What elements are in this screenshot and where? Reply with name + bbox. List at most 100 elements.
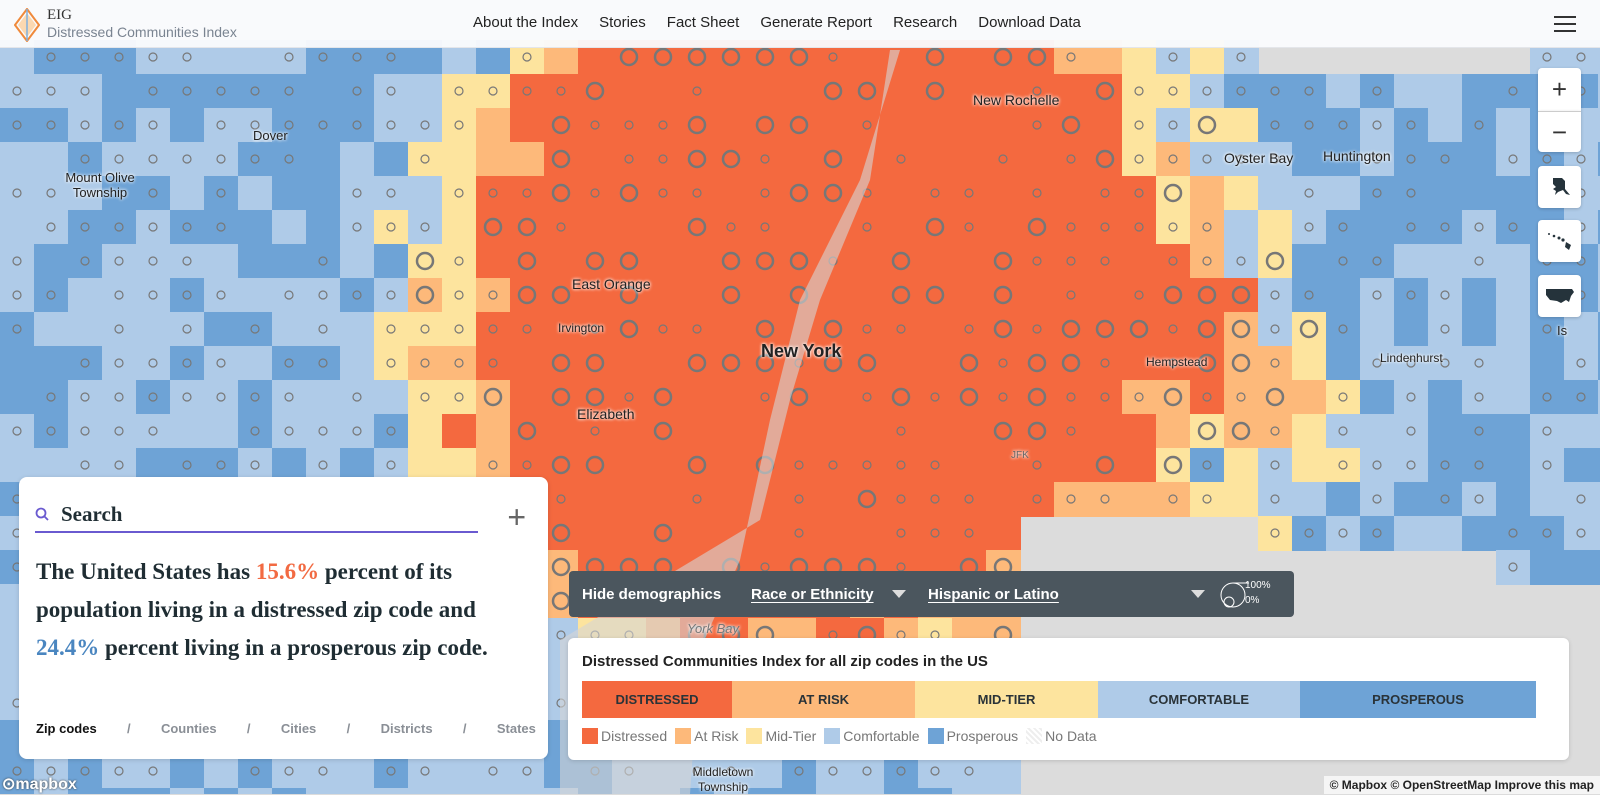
zip-region[interactable] [1054, 244, 1089, 279]
zip-region[interactable] [612, 142, 647, 177]
zip-region[interactable] [238, 380, 273, 415]
zip-region[interactable] [578, 346, 613, 381]
zip-region[interactable] [306, 414, 341, 449]
zip-region[interactable] [1088, 482, 1123, 517]
zip-region[interactable] [1054, 312, 1089, 347]
zip-region[interactable] [1428, 380, 1463, 415]
zoom-out-button[interactable]: − [1538, 111, 1581, 152]
zip-region[interactable] [986, 516, 1021, 551]
zip-region[interactable] [714, 74, 749, 109]
zip-region[interactable] [1224, 346, 1259, 381]
zip-region[interactable] [1292, 74, 1327, 109]
tab-counties[interactable]: Counties [160, 721, 217, 736]
zip-region[interactable] [680, 278, 715, 313]
zip-region[interactable] [544, 414, 579, 449]
zip-region[interactable] [1156, 278, 1191, 313]
zip-region[interactable] [1258, 448, 1293, 483]
zip-region[interactable] [1598, 346, 1600, 381]
zip-region[interactable] [306, 312, 341, 347]
zip-region[interactable] [850, 278, 885, 313]
zip-region[interactable] [612, 278, 647, 313]
zip-region[interactable] [612, 482, 647, 517]
nav-research[interactable]: Research [893, 14, 958, 31]
zip-region[interactable] [918, 176, 953, 211]
zip-region[interactable] [340, 380, 375, 415]
zip-region[interactable] [1394, 74, 1429, 109]
zip-region[interactable] [1190, 108, 1225, 143]
zip-region[interactable] [408, 142, 443, 177]
zip-region[interactable] [1258, 244, 1293, 279]
zip-region[interactable] [68, 414, 103, 449]
zip-region[interactable] [1530, 516, 1565, 551]
zip-region[interactable] [136, 142, 171, 177]
zip-region[interactable] [884, 312, 919, 347]
zip-region[interactable] [1326, 278, 1361, 313]
zip-region[interactable] [136, 414, 171, 449]
zip-region[interactable] [170, 74, 205, 109]
zip-region[interactable] [272, 278, 307, 313]
zip-region[interactable] [442, 74, 477, 109]
zip-region[interactable] [1360, 278, 1395, 313]
zip-region[interactable] [306, 788, 341, 794]
zip-region[interactable] [476, 754, 511, 789]
zip-region[interactable] [850, 380, 885, 415]
zip-region[interactable] [612, 210, 647, 245]
zip-region[interactable] [918, 278, 953, 313]
zip-region[interactable] [1258, 346, 1293, 381]
zip-region[interactable] [1530, 414, 1565, 449]
zip-region[interactable] [1428, 176, 1463, 211]
zip-region[interactable] [1020, 448, 1055, 483]
zip-region[interactable] [1462, 346, 1497, 381]
zip-region[interactable] [408, 346, 443, 381]
zip-region[interactable] [1258, 516, 1293, 551]
zip-region[interactable] [442, 278, 477, 313]
zip-region[interactable] [1088, 380, 1123, 415]
zip-region[interactable] [884, 210, 919, 245]
zip-region[interactable] [306, 754, 341, 789]
zip-region[interactable] [272, 142, 307, 177]
zip-region[interactable] [646, 74, 681, 109]
zip-region[interactable] [1394, 176, 1429, 211]
zip-region[interactable] [646, 176, 681, 211]
zip-region[interactable] [442, 312, 477, 347]
zip-region[interactable] [1496, 516, 1531, 551]
zip-region[interactable] [1530, 550, 1565, 585]
zip-region[interactable] [1156, 176, 1191, 211]
zip-region[interactable] [680, 244, 715, 279]
zip-region[interactable] [544, 482, 579, 517]
zip-region[interactable] [1292, 380, 1327, 415]
zip-region[interactable] [1258, 108, 1293, 143]
zip-region[interactable] [680, 74, 715, 109]
zip-region[interactable] [68, 754, 103, 789]
zip-region[interactable] [1258, 210, 1293, 245]
zip-region[interactable] [1190, 142, 1225, 177]
zip-region[interactable] [0, 278, 35, 313]
zip-region[interactable] [1054, 108, 1089, 143]
zip-region[interactable] [1326, 414, 1361, 449]
zip-region[interactable] [680, 142, 715, 177]
zip-region[interactable] [136, 278, 171, 313]
zip-region[interactable] [578, 312, 613, 347]
zip-region[interactable] [1258, 414, 1293, 449]
zip-region[interactable] [918, 788, 953, 794]
category-dropdown-icon[interactable] [892, 590, 906, 598]
zip-region[interactable] [714, 278, 749, 313]
zip-region[interactable] [1156, 108, 1191, 143]
zip-region[interactable] [748, 312, 783, 347]
zip-region[interactable] [170, 346, 205, 381]
zip-region[interactable] [646, 414, 681, 449]
zip-region[interactable] [1564, 312, 1599, 347]
zip-region[interactable] [1020, 414, 1055, 449]
zip-region[interactable] [1598, 380, 1600, 415]
zip-region[interactable] [884, 244, 919, 279]
zip-region[interactable] [1360, 244, 1395, 279]
zip-region[interactable] [1224, 414, 1259, 449]
zip-region[interactable] [34, 278, 69, 313]
zip-region[interactable] [1530, 482, 1565, 517]
zip-region[interactable] [272, 244, 307, 279]
zip-region[interactable] [578, 516, 613, 551]
zip-region[interactable] [1394, 448, 1429, 483]
category-select[interactable]: Race or Ethnicity [751, 586, 874, 603]
zip-region[interactable] [442, 754, 477, 789]
zip-region[interactable] [782, 788, 817, 794]
